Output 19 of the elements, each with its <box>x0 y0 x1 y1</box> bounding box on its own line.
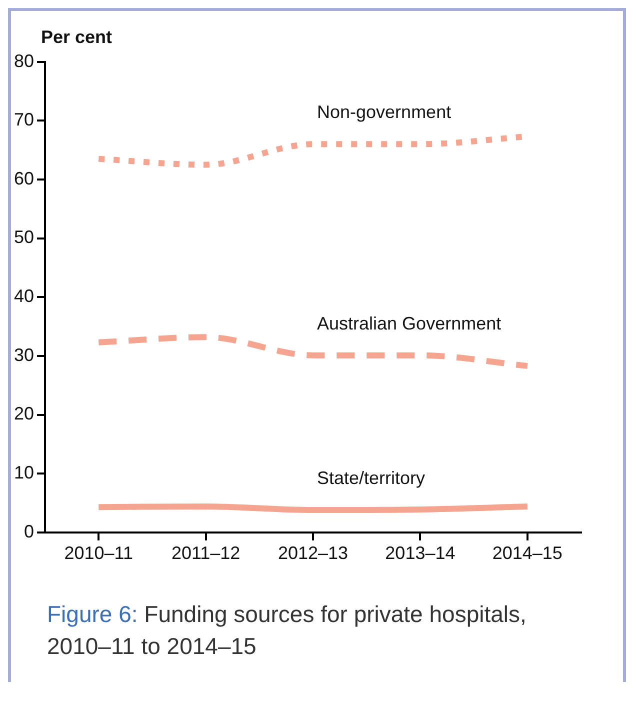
series-label: State/territory <box>317 468 426 488</box>
y-tick-label: 30 <box>14 344 34 365</box>
y-tick-label: 50 <box>14 227 34 248</box>
x-tick-label: 2012–13 <box>278 543 348 564</box>
series-label: Non-government <box>317 102 452 122</box>
series-label: Australian Government <box>317 313 502 334</box>
y-tick-label: 40 <box>14 286 34 306</box>
x-tick-label: 2014–15 <box>492 543 562 564</box>
y-tick-label: 0 <box>24 521 34 542</box>
x-tick-label: 2011–12 <box>171 543 240 564</box>
x-tick-label: 2010–11 <box>64 543 133 564</box>
y-tick-label: 20 <box>14 404 34 424</box>
x-tick-label: 2013–14 <box>385 543 456 564</box>
y-tick-label: 60 <box>14 168 34 188</box>
y-tick-label: 10 <box>14 462 34 483</box>
y-axis-title: Per cent <box>41 27 114 48</box>
y-tick-label: 80 <box>14 50 34 71</box>
text: Figure 6: Funding sources for private hospitals, 2010–11 to 2014–15 <box>47 601 526 659</box>
y-tick-label: 70 <box>14 110 34 130</box>
